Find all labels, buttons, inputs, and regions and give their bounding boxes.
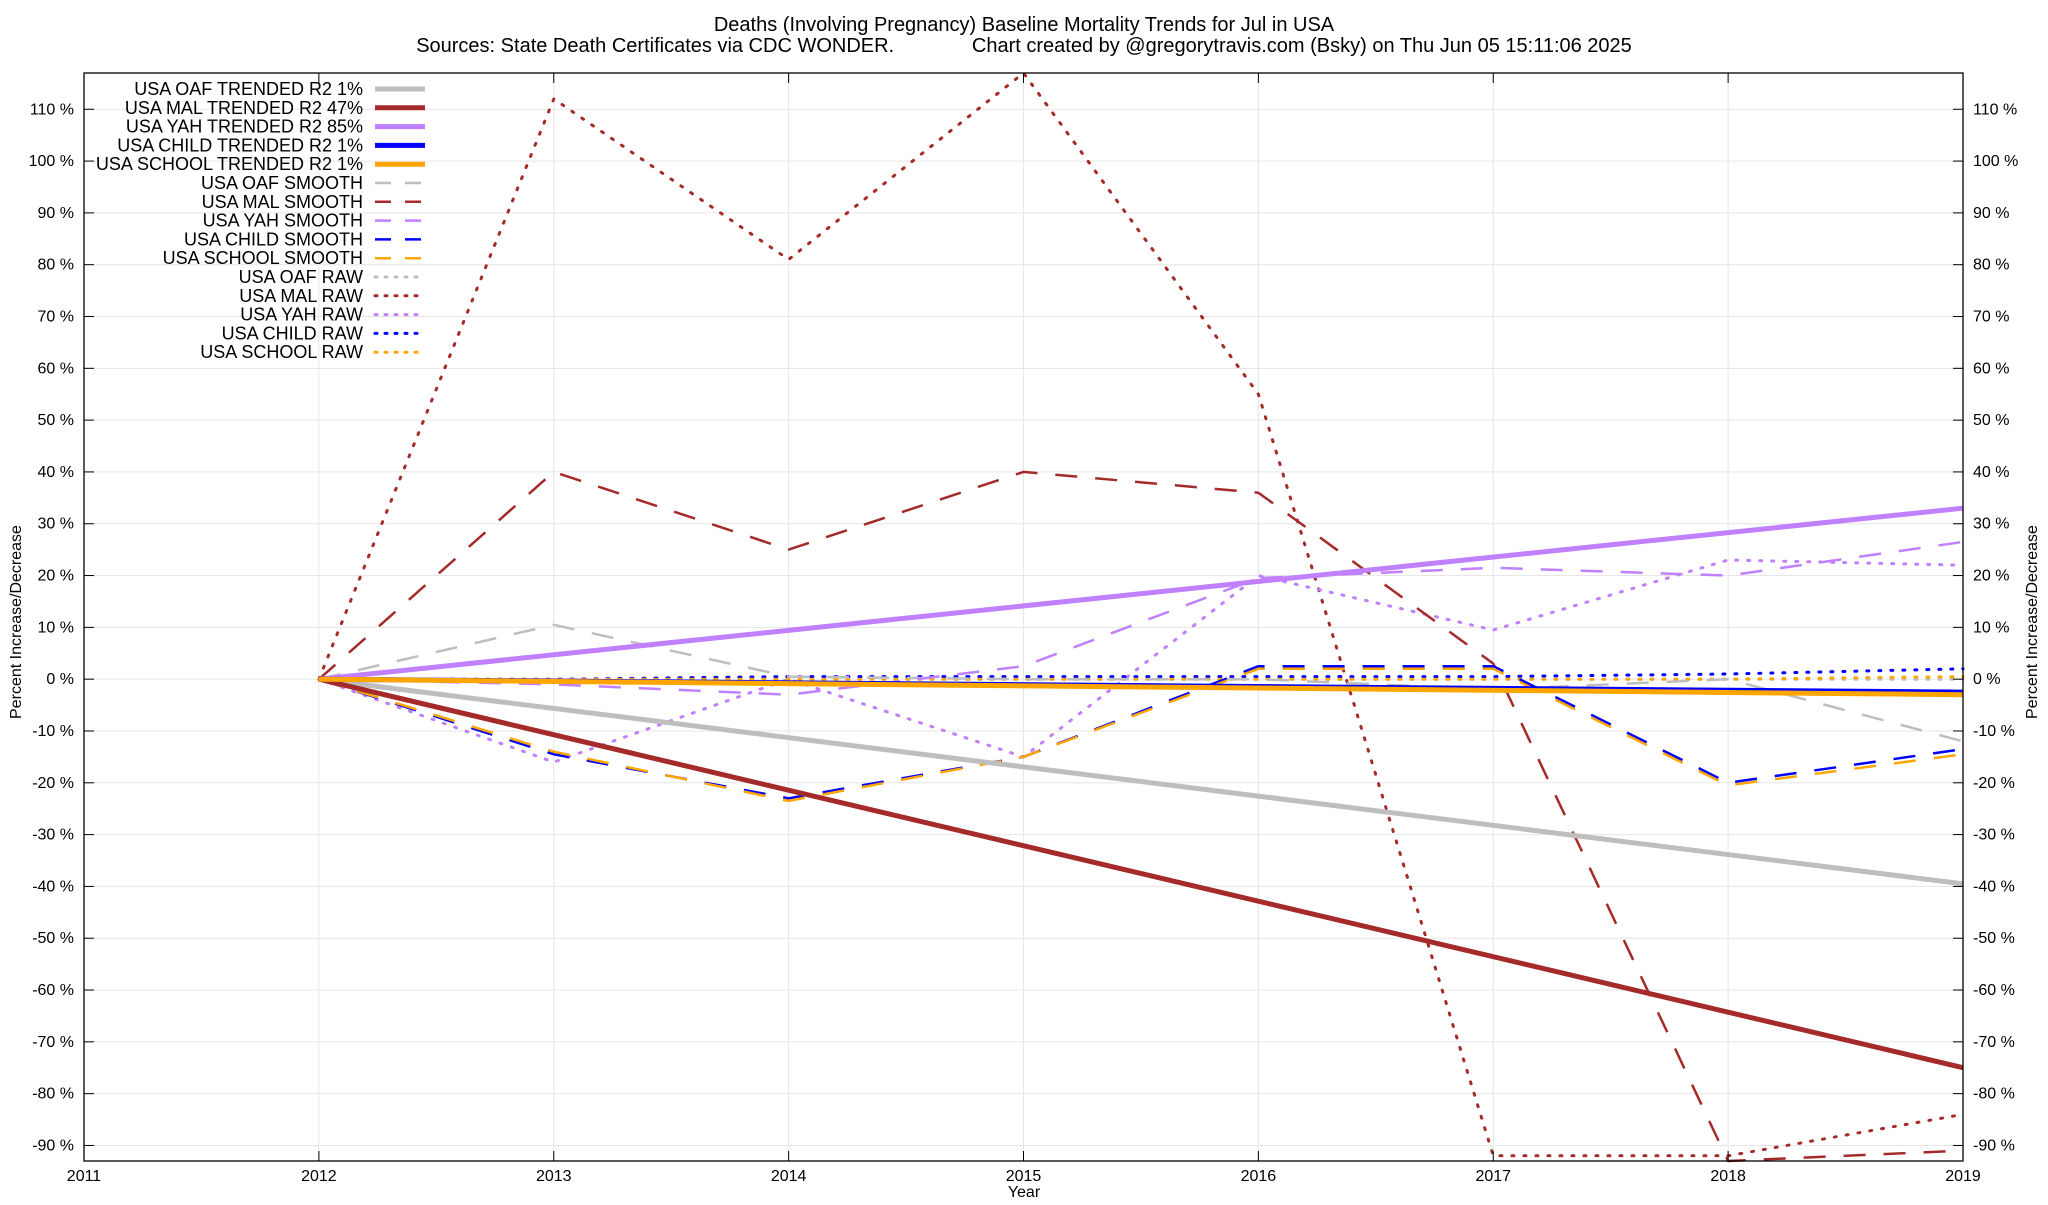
y-tick-label-left: -60 % (32, 982, 74, 999)
y-axis-label-right: Percent Increase/Decrease (2024, 525, 2041, 719)
legend-label: USA MAL TRENDED R2 47% (125, 98, 363, 118)
x-tick-label: 2012 (301, 1168, 337, 1185)
series-line-usa-oaf-trended-r2-1 (319, 679, 1963, 884)
y-tick-label-right: -70 % (1973, 1034, 2015, 1051)
legend-label: USA OAF RAW (239, 267, 363, 287)
y-tick-label-right: 50 % (1973, 412, 2009, 429)
series-line-usa-mal-raw (319, 73, 1963, 1156)
y-tick-label-right: 30 % (1973, 516, 2009, 533)
y-tick-label-left: 50 % (38, 412, 74, 429)
legend: USA OAF TRENDED R2 1%USA MAL TRENDED R2 … (96, 79, 425, 362)
y-tick-label-left: 90 % (38, 205, 74, 222)
y-tick-label-left: -80 % (32, 1086, 74, 1103)
y-tick-label-right: -90 % (1973, 1137, 2015, 1154)
y-tick-label-right: 10 % (1973, 619, 2009, 636)
series-line-usa-yah-smooth (319, 542, 1963, 695)
grid (84, 73, 1963, 1161)
chart-subtitle: Sources: State Death Certificates via CD… (416, 35, 1632, 57)
y-tick-label-right: 70 % (1973, 309, 2009, 326)
legend-label: USA OAF TRENDED R2 1% (134, 79, 363, 99)
series-line-usa-mal-trended-r2-47 (319, 679, 1963, 1067)
x-tick-label: 2013 (536, 1168, 572, 1185)
y-tick-label-left: 30 % (38, 516, 74, 533)
y-tick-label-left: -50 % (32, 930, 74, 947)
y-tick-label-left: -90 % (32, 1137, 74, 1154)
y-tick-label-left: 40 % (38, 464, 74, 481)
y-tick-label-left: 60 % (38, 360, 74, 377)
y-tick-label-right: 20 % (1973, 568, 2009, 585)
y-tick-label-left: 10 % (38, 619, 74, 636)
legend-label: USA SCHOOL TRENDED R2 1% (96, 154, 363, 174)
x-tick-label: 2019 (1945, 1168, 1981, 1185)
legend-label: USA SCHOOL RAW (200, 342, 363, 362)
y-axis-label-left: Percent Increase/Decrease (8, 525, 25, 719)
series-layer (319, 73, 1963, 1161)
y-tick-label-right: 0 % (1973, 671, 2001, 688)
y-tick-label-right: 110 % (1973, 101, 2017, 118)
legend-label: USA YAH SMOOTH (203, 211, 363, 231)
y-tick-label-right: -40 % (1973, 878, 2015, 895)
y-tick-label-left: -70 % (32, 1034, 74, 1051)
series-line-usa-school-trended-r2-1 (319, 679, 1963, 695)
x-tick-label: 2017 (1475, 1168, 1511, 1185)
x-tick-label: 2018 (1710, 1168, 1746, 1185)
y-tick-label-left: -30 % (32, 827, 74, 844)
x-tick-label: 2016 (1241, 1168, 1277, 1185)
y-tick-label-right: -20 % (1973, 775, 2015, 792)
legend-label: USA CHILD TRENDED R2 1% (117, 135, 363, 155)
x-tick-label: 2014 (771, 1168, 807, 1185)
y-tick-label-left: 80 % (38, 257, 74, 274)
series-line-usa-child-raw (319, 669, 1963, 679)
legend-label: USA YAH TRENDED R2 85% (126, 117, 363, 137)
series-line-usa-yah-raw (319, 560, 1963, 762)
x-axis-label: Year (1008, 1184, 1041, 1200)
legend-label: USA SCHOOL SMOOTH (163, 248, 363, 268)
y-tick-label-right: 80 % (1973, 257, 2009, 274)
chart-title: Deaths (Involving Pregnancy) Baseline Mo… (714, 14, 1335, 36)
y-tick-label-left: 20 % (38, 568, 74, 585)
x-tick-label: 2011 (67, 1168, 102, 1185)
y-tick-label-left: 0 % (46, 671, 74, 688)
y-tick-label-right: -30 % (1973, 827, 2015, 844)
y-tick-label-right: -50 % (1973, 930, 2015, 947)
legend-label: USA YAH RAW (240, 305, 363, 325)
legend-label: USA CHILD RAW (222, 323, 363, 343)
legend-label: USA OAF SMOOTH (201, 173, 363, 193)
x-tick-label: 2015 (1006, 1168, 1042, 1185)
y-tick-label-right: 90 % (1973, 205, 2009, 222)
y-tick-label-right: -80 % (1973, 1086, 2015, 1103)
y-tick-label-right: -10 % (1973, 723, 2015, 740)
legend-label: USA MAL RAW (239, 286, 363, 306)
y-tick-label-right: -60 % (1973, 982, 2015, 999)
y-tick-label-left: 100 % (29, 153, 74, 170)
y-tick-label-right: 100 % (1973, 153, 2018, 170)
legend-label: USA MAL SMOOTH (202, 192, 363, 212)
y-tick-label-left: 70 % (38, 309, 74, 326)
y-tick-label-left: 110 % (30, 101, 74, 118)
y-tick-label-left: -10 % (32, 723, 74, 740)
series-line-usa-yah-trended-r2-85 (319, 508, 1963, 679)
y-tick-label-left: -40 % (32, 878, 74, 895)
y-tick-label-right: 40 % (1973, 464, 2009, 481)
y-tick-label-left: -20 % (32, 775, 74, 792)
legend-label: USA CHILD SMOOTH (184, 229, 363, 249)
y-tick-label-right: 60 % (1973, 360, 2009, 377)
